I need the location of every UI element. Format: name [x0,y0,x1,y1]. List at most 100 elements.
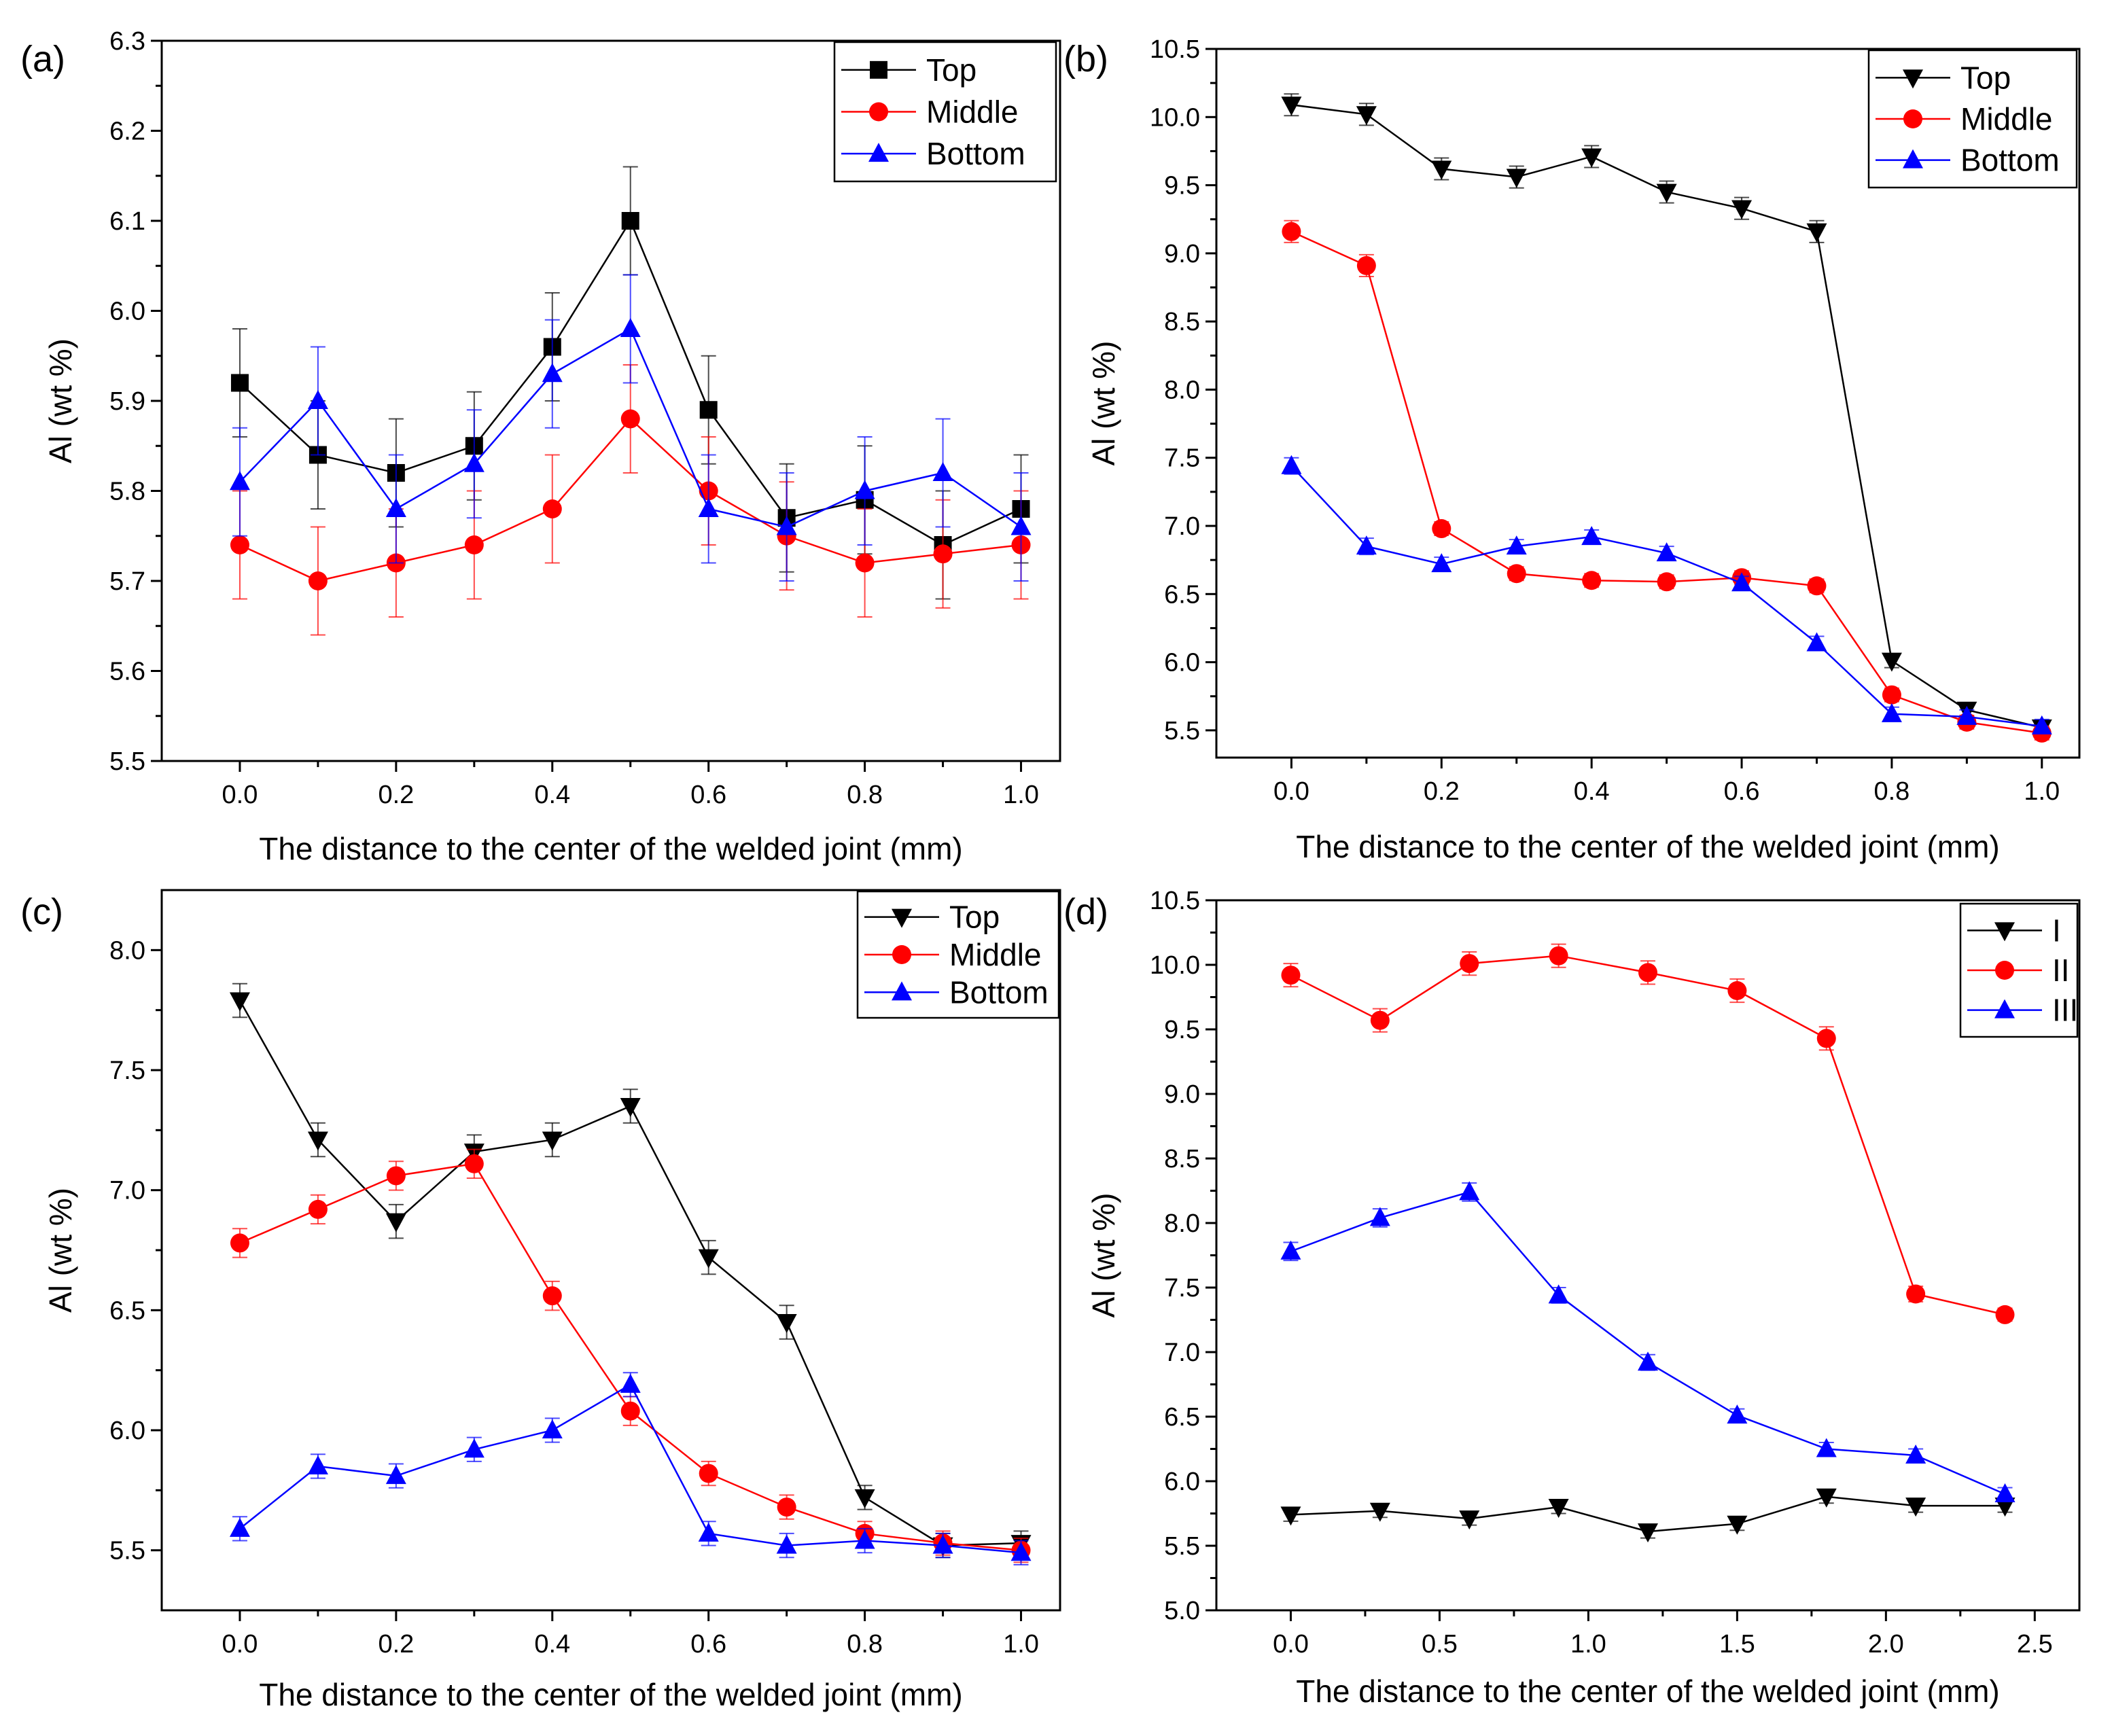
data-point [1431,553,1452,573]
data-point [620,1373,641,1393]
data-point [1731,572,1753,592]
x-tick-label: 0.0 [222,781,258,809]
series-line [239,1163,1021,1551]
x-tick-label: 0.2 [378,781,414,809]
y-tick-label: 8.5 [1164,1145,1200,1173]
y-tick-label: 8.0 [1164,1209,1200,1238]
x-tick-label: 1.0 [2024,777,2060,806]
data-point [776,516,797,535]
data-point [699,401,718,419]
y-tick-label: 5.5 [109,747,145,776]
x-tick-label: 0.4 [1574,777,1610,806]
data-point [1281,966,1301,985]
x-tick-label: 0.0 [1273,777,1309,806]
legend: Top Middle Bottom [833,41,1057,183]
data-point [1727,1404,1748,1424]
data-point [1582,571,1602,590]
data-point [1995,1305,2015,1324]
y-tick-label: 6.0 [109,298,145,326]
data-point [1369,1502,1390,1522]
legend: Top Middle Bottom [1867,49,2078,189]
plot-frame [1215,899,2081,1612]
y-tick-label: 5.8 [109,478,145,506]
data-point [307,1455,328,1474]
data-point [542,1419,563,1438]
data-point [1657,572,1676,592]
x-tick-label: 1.5 [1719,1630,1755,1659]
data-point [698,1522,719,1542]
data-point [620,1098,641,1117]
data-point [1010,1542,1032,1561]
series-top [1281,93,2052,739]
data-point [1369,1207,1390,1226]
data-point [1881,703,1902,722]
legend-entry: Top [1960,60,2011,95]
data-point [854,1489,875,1508]
y-tick-label: 6.0 [1164,1468,1200,1496]
legend-marker [868,143,889,162]
y-tick-label: 7.0 [1164,1339,1200,1367]
data-point [1816,1029,1836,1048]
data-point [307,1131,328,1151]
x-tick-label: 0.2 [378,1630,414,1659]
data-point [542,1286,562,1306]
data-point [1727,981,1747,1000]
y-tick-label: 6.0 [109,1417,145,1445]
y-tick-label: 10.5 [1150,35,1200,64]
data-point [1459,1181,1480,1201]
data-point [1905,1498,1926,1517]
x-tick-label: 0.8 [847,781,883,809]
data-point [1994,1483,2016,1502]
data-point [542,1131,563,1151]
data-point [2031,715,2052,734]
x-tick-label: 0.8 [847,1630,883,1659]
x-tick-label: 1.0 [1570,1630,1606,1659]
y-tick-label: 5.5 [109,1537,145,1565]
x-axis-label: The distance to the center of the welded… [259,831,963,866]
series-iii [1280,1181,2016,1502]
data-point [621,212,639,230]
y-tick-label: 6.5 [1164,580,1200,609]
data-point [1506,535,1527,555]
data-point [1431,160,1452,180]
x-tick-label: 0.2 [1424,777,1460,806]
data-point [698,498,719,517]
data-point [464,535,484,554]
x-tick-label: 0.6 [1724,777,1760,806]
x-tick-label: 0.5 [1422,1630,1458,1659]
data-point [230,374,249,392]
x-tick-label: 0.0 [222,1630,258,1659]
legend-marker [892,945,911,964]
data-point [698,1249,719,1269]
legend-marker [892,908,912,928]
data-point [1280,1506,1301,1526]
x-tick-label: 0.8 [1873,777,1909,806]
legend-entry: Bottom [926,136,1025,171]
panel-d: 0.0 0.5 1.0 1.5 2.0 2.5 5.0 5.5 6.0 6.5 7.0 7.5 8.0 8… [1063,887,2081,1709]
x-axis-label: The distance to the center of the welded… [259,1677,963,1712]
data-point [1806,632,1827,652]
y-tick-label: 5.5 [1164,717,1200,745]
panel-c: 0.0 0.2 0.4 0.6 0.8 1.0 5.5 6.0 6.5 7.0 7.5 8.0 The … [20,889,1061,1712]
legend-marker [869,102,888,122]
data-point [463,453,485,472]
x-tick-label: 0.4 [534,781,570,809]
data-point [1548,1499,1569,1518]
data-point [1816,1438,1837,1457]
x-tick-label: 1.0 [1003,781,1039,809]
legend-marker [1995,961,2014,980]
data-point [1656,542,1677,562]
data-point [229,992,250,1012]
data-point [776,1534,797,1554]
data-point [620,318,641,337]
series-line [1290,465,2042,728]
y-tick-label: 5.7 [109,567,145,596]
x-tick-label: 0.6 [690,781,726,809]
data-point [1506,169,1527,188]
y-tick-label: 7.5 [1164,1274,1200,1303]
x-tick-label: 0.0 [1273,1630,1309,1659]
data-point [1882,685,1901,705]
data-point [1280,1240,1301,1260]
data-point [1549,946,1568,966]
data-point [1638,1351,1658,1371]
